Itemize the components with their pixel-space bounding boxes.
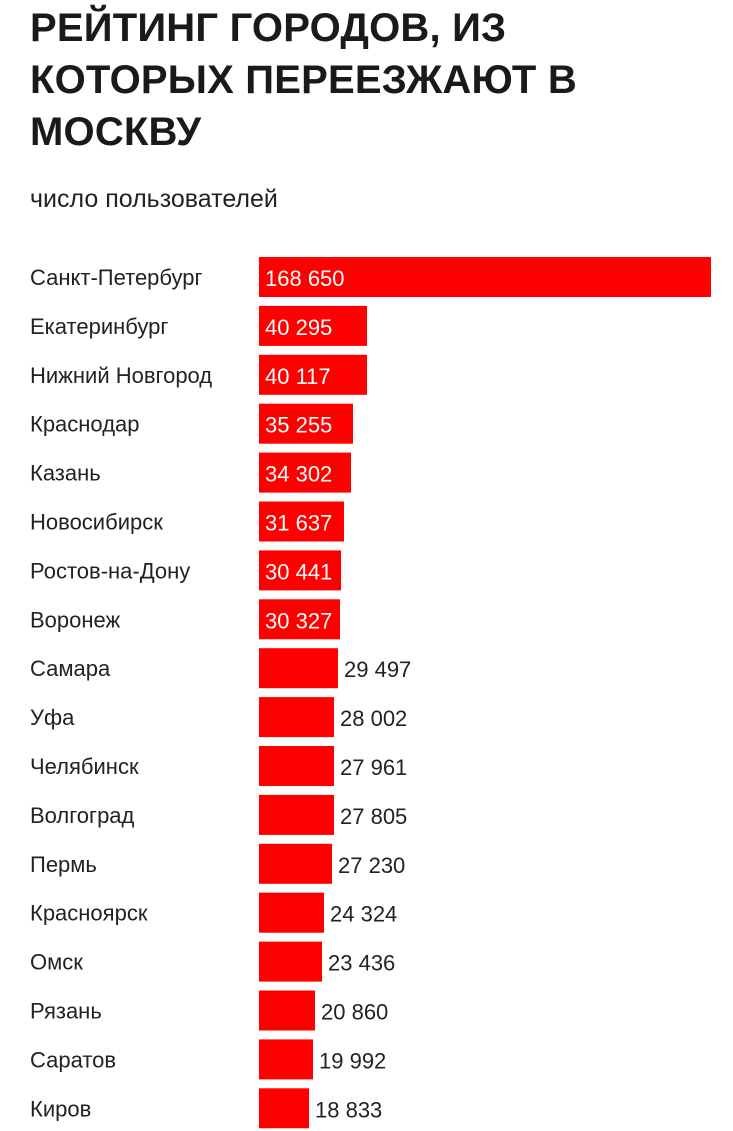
value-label: 30 441 [265,559,332,584]
bar [259,892,324,933]
city-label: Санкт-Петербург [30,265,203,290]
city-label: Краснодар [30,412,140,437]
value-label: 18 833 [315,1097,382,1122]
bar [259,648,338,689]
chart-subtitle: число пользователей [30,185,278,213]
value-label: 29 497 [344,657,411,682]
value-label: 27 230 [338,853,405,878]
value-label: 28 002 [340,706,407,731]
bar [259,794,334,835]
value-label: 34 302 [265,462,332,487]
bar [259,990,315,1031]
value-label: 27 961 [340,755,407,780]
bar [259,697,334,738]
chart-title: РЕЙТИНГ ГОРОДОВ, ИЗ КОТОРЫХ ПЕРЕЕЗЖАЮТ В… [30,6,577,154]
bar [259,843,332,884]
city-label: Уфа [30,705,75,730]
bar [259,354,367,395]
value-label: 27 805 [340,804,407,829]
value-label: 40 295 [265,315,332,340]
city-label: Красноярск [30,901,148,926]
value-label: 35 255 [265,413,332,438]
bar [259,599,340,640]
bar [259,550,341,591]
value-label: 40 117 [265,364,331,389]
value-label: 23 436 [328,951,395,976]
bar [259,257,711,297]
value-label: 30 327 [265,608,332,633]
value-label: 20 860 [321,1000,388,1025]
bar [259,746,334,786]
city-label: Пермь [30,852,97,877]
city-label: Нижний Новгород [30,363,212,388]
bar [259,1088,309,1129]
value-label: 24 324 [330,902,397,927]
city-label: Челябинск [30,754,139,779]
city-label: Волгоград [30,803,135,828]
city-label: Казань [30,461,101,486]
city-label: Самара [30,656,111,681]
bar [259,403,353,444]
city-label: Рязань [30,999,102,1024]
bar [259,305,367,346]
bar [259,1039,313,1080]
bar [259,452,351,493]
city-label: Воронеж [30,607,121,632]
city-label: Екатеринбург [30,314,168,339]
city-label: Омск [30,950,83,975]
value-label: 31 637 [265,511,332,536]
city-label: Ростов-на-Дону [30,558,190,583]
bar [259,501,344,542]
value-label: 168 650 [265,266,345,291]
city-label: Саратов [30,1047,116,1072]
city-label: Новосибирск [30,510,163,535]
city-label: Киров [30,1096,91,1121]
bar [259,941,322,982]
value-label: 19 992 [319,1048,386,1073]
